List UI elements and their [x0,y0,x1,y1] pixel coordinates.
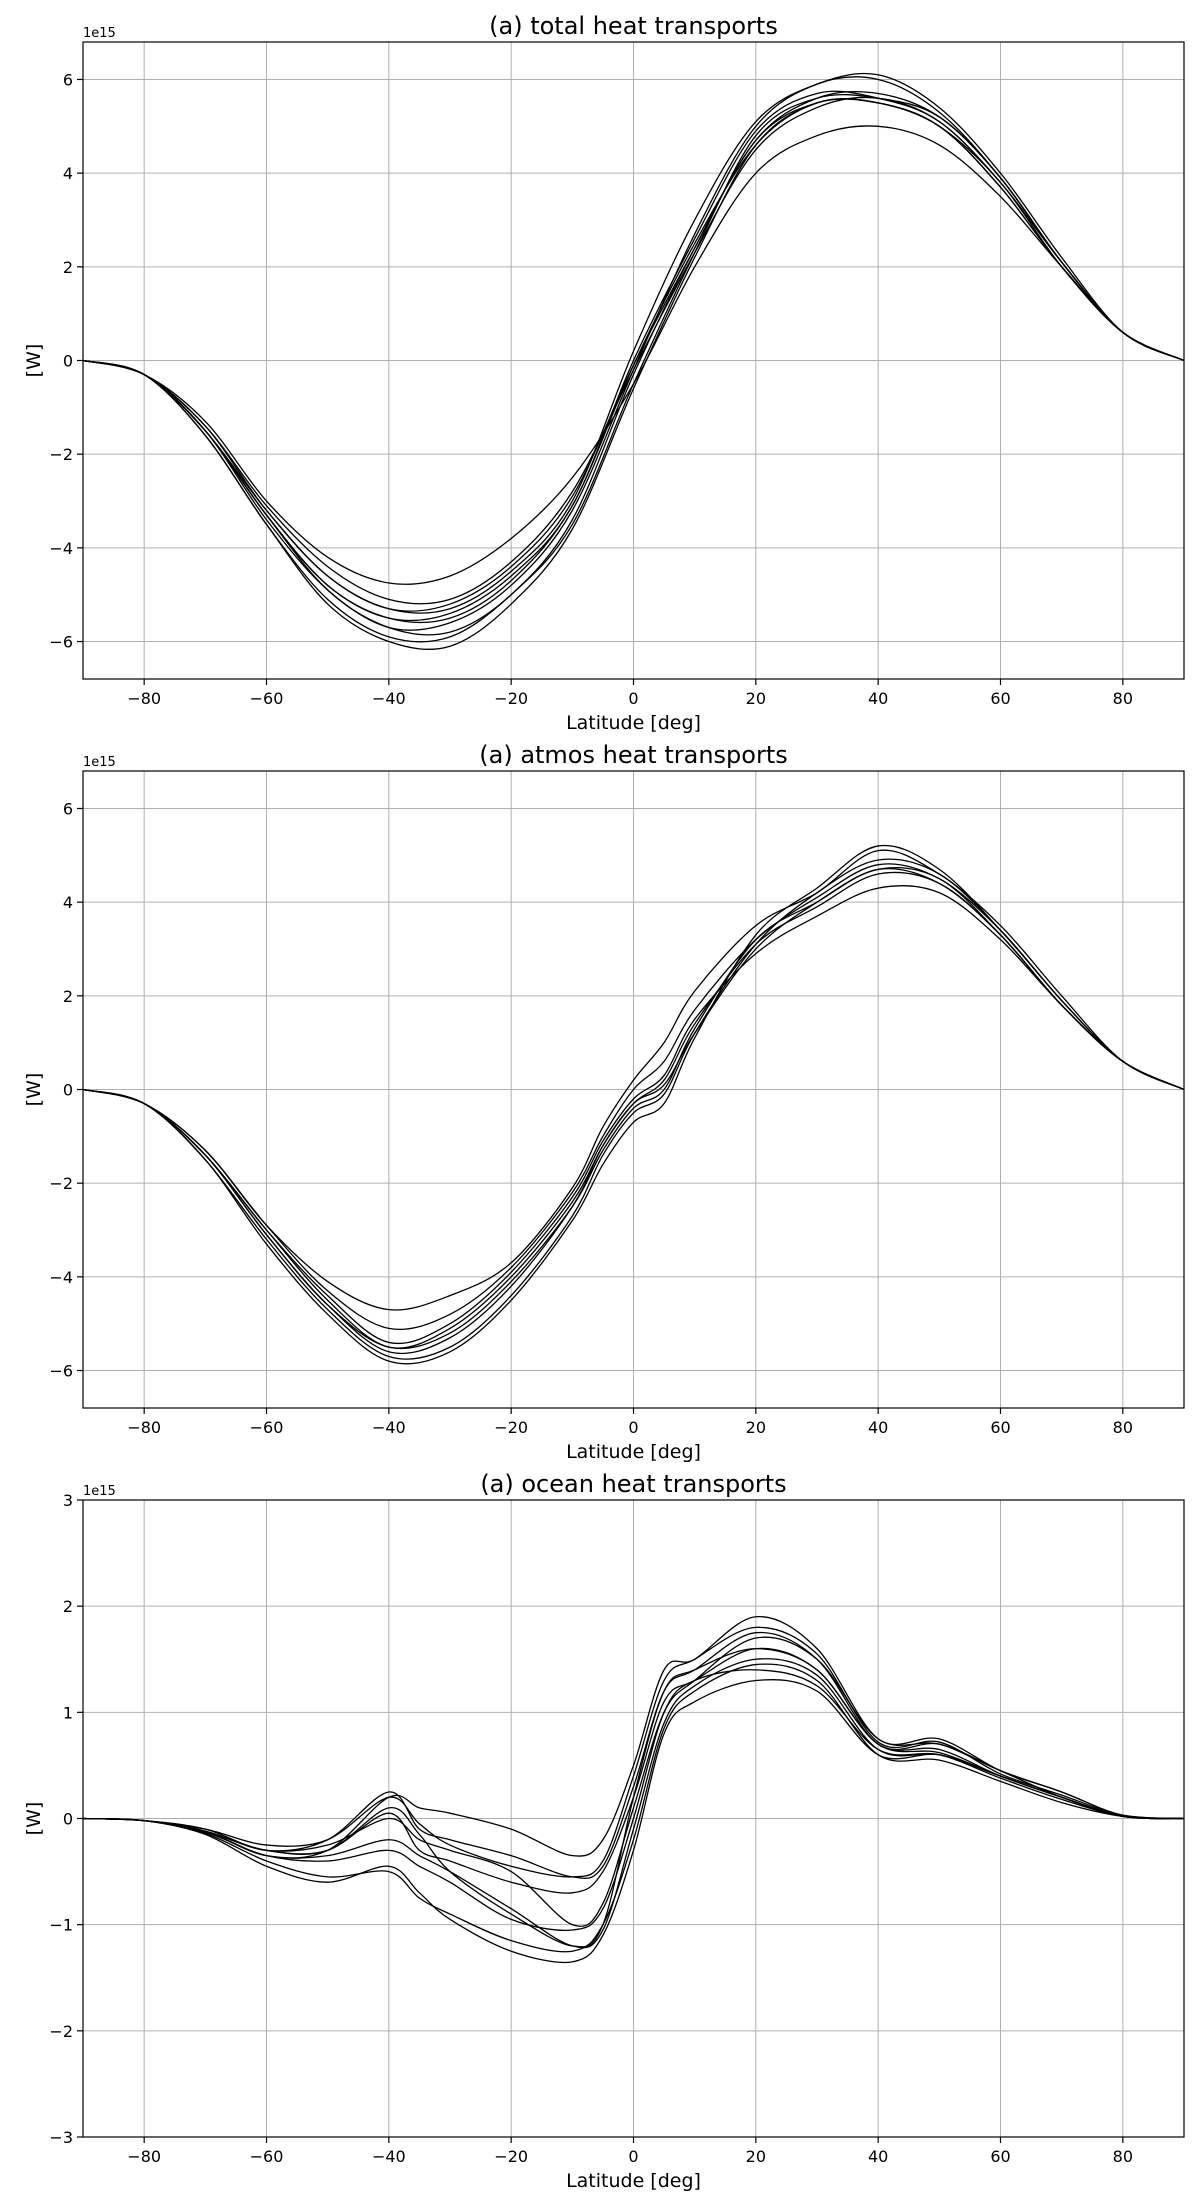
series-group [83,1616,1184,1964]
series-line-6 [83,1658,1184,1949]
x-tick-label: 80 [1113,2147,1133,2166]
series-line-7 [83,98,1184,650]
x-axis-label: Latitude [deg] [566,2170,701,2192]
series-group [83,72,1184,650]
series-line-7 [83,1663,1184,1953]
y-axis-label: [W] [23,1073,45,1107]
series-line-7 [83,867,1184,1350]
chart-title: (a) atmos heat transports [479,741,788,769]
x-tick-label: 20 [746,2147,766,2166]
y-tick-label: −6 [49,633,73,652]
x-tick-label: 60 [990,1418,1010,1437]
y-tick-label: 2 [63,987,73,1006]
y-offset-label: 1e15 [83,26,116,41]
y-tick-label: 6 [63,70,73,89]
y-tick-label: −3 [49,2128,73,2147]
series-group [83,844,1184,1365]
series-line-10 [83,1669,1184,1931]
y-tick-label: 6 [63,799,73,818]
y-tick-label: 4 [63,164,73,183]
x-axis-label: Latitude [deg] [566,1441,701,1463]
y-offset-label: 1e15 [83,755,116,770]
y-tick-label: 3 [63,1491,73,1510]
y-offset-label: 1e15 [83,1484,116,1499]
x-tick-label: 60 [990,689,1010,708]
x-tick-label: −80 [127,2147,161,2166]
y-tick-label: 4 [63,893,73,912]
x-tick-label: −40 [372,689,406,708]
x-tick-label: −20 [494,2147,528,2166]
x-tick-label: 60 [990,2147,1010,2166]
x-tick-label: −60 [250,689,284,708]
series-line-10 [83,98,1184,624]
x-tick-label: −40 [372,2147,406,2166]
x-tick-label: −80 [127,689,161,708]
y-tick-label: 1 [63,1703,73,1722]
y-tick-label: −2 [49,1174,73,1193]
chart-title: (a) ocean heat transports [480,1470,786,1498]
y-axis-label: [W] [23,344,45,378]
x-tick-label: 0 [628,2147,638,2166]
x-tick-label: 80 [1113,1418,1133,1437]
x-tick-label: −20 [494,689,528,708]
series-line-9 [83,72,1184,614]
x-tick-label: −20 [494,1418,528,1437]
y-tick-label: −1 [49,1916,73,1935]
series-line-8 [83,884,1184,1345]
series-line-1 [83,849,1184,1311]
x-tick-label: 80 [1113,689,1133,708]
series-line-2 [83,1616,1184,1859]
y-tick-label: 2 [63,1597,73,1616]
series-line-9 [83,1647,1184,1948]
y-tick-label: −2 [49,2022,73,2041]
x-tick-label: −40 [372,1418,406,1437]
x-tick-label: 20 [746,689,766,708]
y-tick-label: 0 [63,1081,73,1100]
x-tick-label: −60 [250,2147,284,2166]
x-tick-label: 0 [628,1418,638,1437]
x-tick-label: 0 [628,689,638,708]
x-tick-label: 40 [868,2147,888,2166]
x-axis-label: Latitude [deg] [566,712,701,734]
gridlines [83,771,1184,1408]
y-axis-label: [W] [23,1802,45,1836]
panel-ocean-heat-transports: −80 −60 −40 −20 0 20 40 60 80 −3 −2 −1 0 1 2 3 (a) ocean… [23,1470,1185,2192]
chart-title: (a) total heat transports [489,12,778,40]
y-tick-label: −4 [49,1268,73,1287]
series-line-6 [83,844,1184,1365]
y-tick-label: 2 [63,258,73,277]
y-tick-label: −4 [49,539,73,558]
x-tick-label: 40 [868,689,888,708]
x-tick-label: 20 [746,1418,766,1437]
y-tick-label: 0 [63,352,73,371]
x-tick-label: −60 [250,1418,284,1437]
series-line-8 [83,1626,1184,1878]
x-tick-label: −80 [127,1418,161,1437]
x-tick-label: 40 [868,1418,888,1437]
y-tick-label: −2 [49,445,73,464]
y-tick-label: 0 [63,1810,73,1829]
y-tick-label: −6 [49,1362,73,1381]
